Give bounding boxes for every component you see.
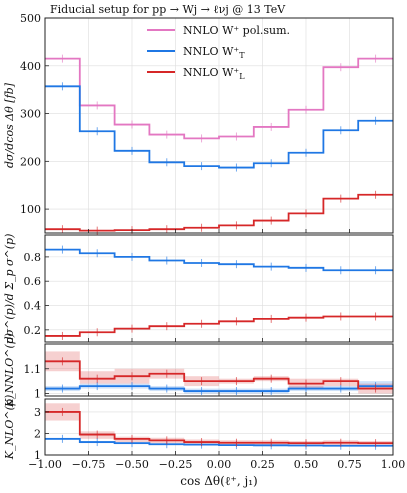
y-tick-label: 0.8 [24,251,42,264]
y-tick-label: 0.2 [24,324,42,337]
y-tick-label: 1 [34,388,41,401]
x-tick-label: −0.50 [115,458,149,471]
y-axis-label: K_NNLO^(p) [3,333,16,408]
x-tick-label: −0.25 [159,458,193,471]
x-tick-label: 0.50 [294,458,319,471]
y-tick-label: 100 [20,203,41,216]
series-L-line [45,315,393,337]
x-tick-label: 0.25 [250,458,275,471]
panel-k_nlo: 1 2 3 K_NLO^(p) [3,395,394,462]
series-T-line [45,437,393,447]
series-L-line [45,411,393,445]
series-pol_sum-line [45,57,393,140]
legend: NNLO W⁺ pol.sum. NNLO W⁺T NNLO W⁺L [147,24,290,81]
series-T-line [45,85,393,169]
y-tick-label: 2 [34,427,41,440]
x-tick-label: 0.75 [337,458,362,471]
y-tick-label: 300 [20,108,41,121]
y-tick-label: 500 [20,12,41,25]
series-L-line [45,360,393,390]
y-tick-label: 1.1 [24,363,42,376]
x-tick-label: 1.00 [381,458,406,471]
y-axis-label: K_NLO^(p) [3,395,16,461]
panel-fraction: 0.2 0.4 0.6 0.8 dσ^(p)/d Σ_p σ^(p) [3,234,394,344]
y-axis-label: dσ^(p)/d Σ_p σ^(p) [3,234,16,344]
x-axis-label: cos Δθ(ℓ⁺, j₁) [180,474,257,488]
panel-k_nnlo: 1 1.1 K_NNLO^(p) [3,333,394,408]
y-axis-label: dσ/dcos Δθ [fb] [3,82,16,168]
y-tick-label: 1 [34,449,41,462]
y-tick-label: 200 [20,155,41,168]
y-tick-label: 0.4 [24,300,42,313]
panel-main: 100 200 300 400 500 dσ/dcos Δθ [fb] [3,12,394,235]
series-L-line [45,193,393,232]
series-T-line [45,248,393,272]
x-tick-label: 0.00 [207,458,232,471]
y-tick-label: 0.6 [24,275,42,288]
y-tick-label: 400 [20,60,41,73]
y-tick-label: 3 [34,406,41,419]
chart-title: Fiducial setup for pp → Wj → ℓνj @ 13 Te… [50,3,286,16]
legend-label-T: NNLO W⁺T [183,45,245,60]
legend-label-pol_sum: NNLO W⁺ pol.sum. [183,24,290,37]
legend-label-L: NNLO W⁺L [183,66,245,81]
x-tick-label: −0.75 [72,458,106,471]
x-tick-label: −1.00 [28,458,62,471]
